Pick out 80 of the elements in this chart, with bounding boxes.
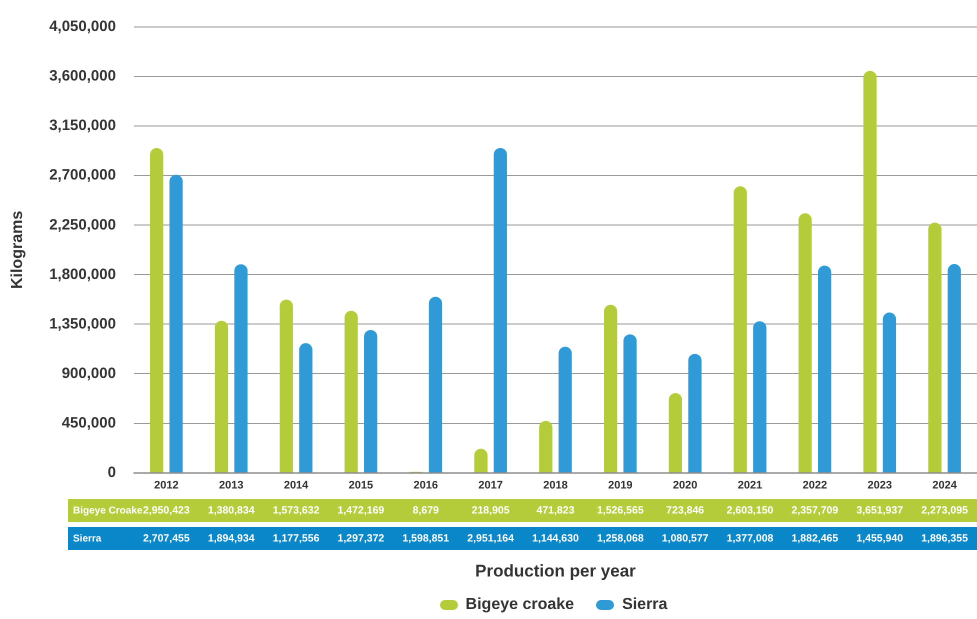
data-label: 723,846: [666, 504, 704, 516]
x-tick-label: 2021: [738, 479, 762, 492]
y-tick-label: 0: [108, 464, 116, 481]
data-label: 1,472,169: [338, 504, 384, 516]
x-tick-label: 2013: [218, 479, 244, 492]
y-tick-label: 450,000: [62, 414, 116, 432]
y-tick-label: 2,250,000: [49, 216, 116, 234]
bar: [623, 334, 637, 472]
data-label: 1,882,465: [792, 532, 838, 544]
bar: [558, 346, 572, 472]
x-tick-label: 2017: [478, 479, 503, 492]
data-label: 2,950,423: [142, 504, 190, 516]
bar: [882, 312, 896, 472]
bar: [169, 174, 183, 472]
bar: [280, 300, 293, 472]
data-label: 1,080,577: [662, 532, 709, 544]
x-tick-label: 2014: [284, 479, 310, 492]
data-label: 2,357,709: [792, 504, 838, 516]
data-label: 2,951,164: [467, 532, 514, 544]
y-tick-label: 4,050,000: [49, 18, 116, 36]
x-tick-label: 2015: [348, 479, 374, 492]
bar: [688, 354, 702, 472]
data-label: 1,380,834: [208, 504, 255, 516]
y-tick-label: 2,700,000: [49, 166, 116, 184]
bar: [668, 393, 682, 472]
y-axis-title: Kilograms: [9, 210, 26, 290]
data-label: 2,273,095: [921, 504, 968, 516]
x-tick-label: 2022: [802, 479, 828, 492]
bar: [863, 70, 877, 472]
bar: [234, 264, 248, 472]
bar: [299, 343, 312, 472]
x-tick-label: 2024: [932, 479, 958, 492]
bar: [818, 266, 832, 472]
bar: [928, 222, 942, 472]
bar: [344, 310, 358, 472]
bar: [364, 330, 378, 472]
data-label: 1,573,632: [272, 504, 320, 516]
data-label: 1,526,565: [596, 504, 644, 516]
bar: [150, 148, 164, 472]
data-label: 3,651,937: [856, 504, 904, 516]
y-tick-label: 1,350,000: [49, 315, 116, 332]
data-label: 1,598,851: [402, 532, 450, 544]
data-label: 1,258,068: [596, 532, 644, 544]
data-label: 1,896,355: [921, 532, 968, 544]
bar: [604, 304, 618, 472]
data-label: 1,144,630: [532, 532, 579, 544]
y-tick-label: 900,000: [62, 364, 116, 382]
bar: [474, 448, 488, 472]
data-label: 2,707,455: [142, 532, 190, 544]
bar: [494, 148, 507, 472]
data-label: 1,455,940: [856, 532, 904, 544]
text: Bigeye Croake: [73, 505, 143, 516]
bar: [428, 296, 442, 472]
bar: [214, 320, 228, 472]
x-tick-label: 2023: [867, 479, 892, 492]
data-label: 1,177,556: [272, 532, 320, 544]
legend-label: Bigeye croake: [466, 596, 574, 614]
data-label: 1,297,372: [338, 532, 384, 544]
data-label: 471,823: [536, 504, 575, 516]
data-label: 1,377,008: [726, 532, 774, 544]
data-label: 218,905: [472, 504, 510, 516]
x-tick-label: 2016: [414, 479, 438, 492]
x-tick-label: 2019: [608, 479, 633, 492]
text: Production per year: [475, 562, 636, 581]
y-tick-label: 3,150,000: [49, 117, 116, 134]
text: Sierra: [73, 533, 102, 544]
y-tick-label: 1,800,000: [49, 266, 116, 283]
bar: [798, 213, 812, 472]
y-tick-label: 3,600,000: [49, 68, 116, 85]
data-label: 8,679: [412, 504, 440, 516]
bar: [734, 186, 747, 472]
data-label: 1,894,934: [208, 532, 255, 544]
x-tick-label: 2018: [543, 479, 568, 492]
x-tick-label: 2012: [154, 479, 179, 492]
x-tick-label: 2020: [672, 479, 698, 492]
data-label: 2,603,150: [726, 504, 774, 516]
legend-label: Sierra: [622, 596, 668, 614]
bar: [539, 420, 552, 472]
bar: [753, 321, 766, 472]
bar: [948, 264, 961, 472]
